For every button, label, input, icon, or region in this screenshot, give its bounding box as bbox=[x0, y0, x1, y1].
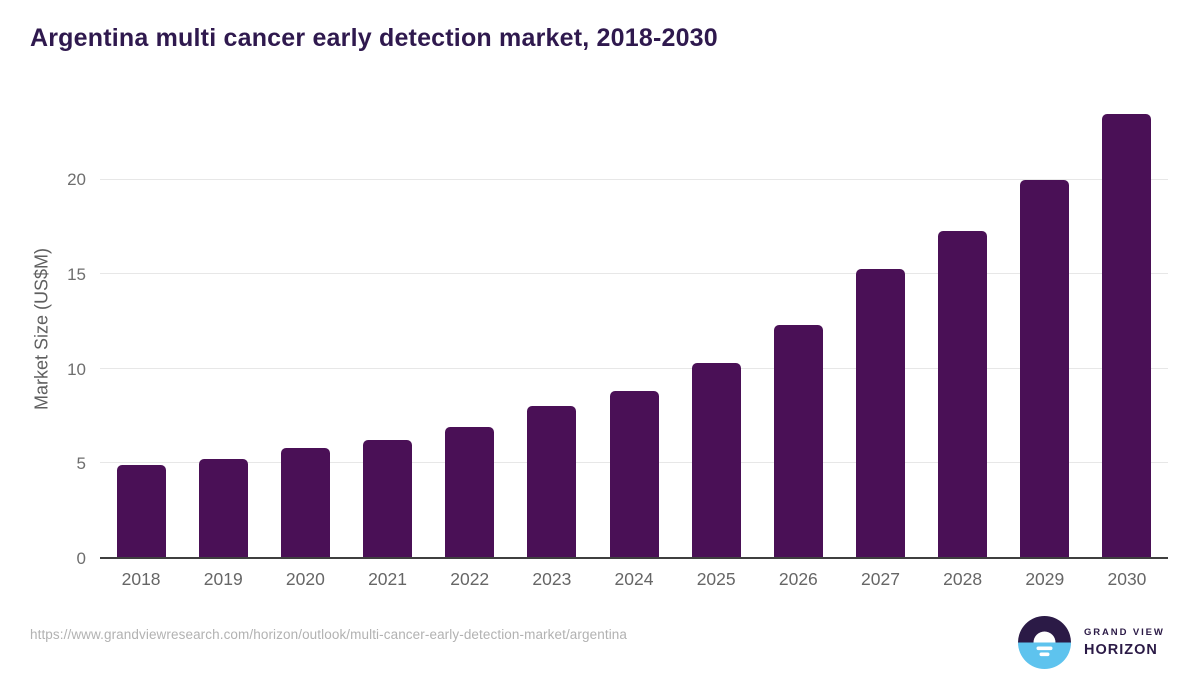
bar-column-2021 bbox=[346, 99, 428, 557]
bar-column-2018 bbox=[100, 99, 182, 557]
x-axis-labels: 2018 2019 2020 2021 2022 2023 2024 2025 2026 2027… bbox=[100, 569, 1168, 590]
bar-column-2028 bbox=[922, 99, 1004, 557]
x-tick-label-2021: 2021 bbox=[368, 569, 408, 589]
bar-2022[interactable] bbox=[445, 426, 495, 557]
y-tick-label-0: 0 bbox=[76, 549, 86, 568]
brand-name-bottom: HORIZON bbox=[1084, 642, 1158, 658]
x-tick-label-2025: 2025 bbox=[696, 569, 736, 589]
brand-text: GRAND VIEW HORIZON bbox=[1084, 627, 1165, 658]
bar-2024[interactable] bbox=[609, 391, 659, 557]
bar-column-2020 bbox=[264, 99, 346, 557]
bar-2027[interactable] bbox=[855, 268, 905, 557]
x-tick-label-2029: 2029 bbox=[1025, 569, 1065, 589]
y-tick-label-20: 20 bbox=[67, 170, 86, 190]
x-tick-label-2020: 2020 bbox=[285, 569, 325, 589]
x-tick-label-2018: 2018 bbox=[121, 569, 161, 589]
bar-2020[interactable] bbox=[280, 447, 330, 557]
x-tick-label-2028: 2028 bbox=[943, 569, 983, 589]
x-tick-label-2019: 2019 bbox=[203, 569, 243, 589]
bar-column-2029 bbox=[1004, 99, 1086, 557]
x-tick-label-2026: 2026 bbox=[778, 569, 818, 589]
bars-row bbox=[100, 99, 1168, 557]
source-url: https://www.grandviewresearch.com/horizo… bbox=[30, 627, 628, 642]
bar-2029[interactable] bbox=[1020, 180, 1070, 557]
grand-view-horizon-logo-icon bbox=[1018, 616, 1071, 669]
bar-column-2025 bbox=[675, 99, 757, 557]
bar-2030[interactable] bbox=[1102, 114, 1152, 557]
brand-lockup: GRAND VIEW HORIZON bbox=[1018, 616, 1165, 669]
bar-2019[interactable] bbox=[198, 459, 248, 557]
bar-column-2030 bbox=[1086, 99, 1168, 557]
bar-2028[interactable] bbox=[938, 230, 988, 557]
bar-2018[interactable] bbox=[116, 464, 166, 557]
bar-column-2026 bbox=[757, 99, 839, 557]
brand-name-top: GRAND VIEW bbox=[1084, 627, 1165, 638]
bar-column-2023 bbox=[511, 99, 593, 557]
bar-2025[interactable] bbox=[691, 362, 741, 557]
y-tick-label-5: 5 bbox=[76, 454, 86, 474]
x-tick-label-2030: 2030 bbox=[1107, 569, 1147, 589]
bar-column-2024 bbox=[593, 99, 675, 557]
bar-column-2019 bbox=[182, 99, 264, 557]
bar-column-2027 bbox=[839, 99, 921, 557]
bar-column-2022 bbox=[429, 99, 511, 557]
x-tick-label-2024: 2024 bbox=[614, 569, 654, 589]
bar-2021[interactable] bbox=[363, 440, 413, 557]
gridline-15 bbox=[100, 273, 1168, 275]
y-axis-ticks: 0 5 10 15 20 bbox=[0, 99, 86, 568]
bar-2023[interactable] bbox=[527, 406, 577, 557]
x-tick-label-2022: 2022 bbox=[450, 569, 490, 589]
x-tick-label-2023: 2023 bbox=[532, 569, 572, 589]
plot-area bbox=[100, 99, 1168, 559]
bar-2026[interactable] bbox=[773, 325, 823, 557]
x-tick-label-2027: 2027 bbox=[861, 569, 900, 589]
y-tick-label-15: 15 bbox=[67, 265, 86, 285]
chart-title: Argentina multi cancer early detection m… bbox=[30, 24, 718, 52]
y-tick-label-10: 10 bbox=[67, 359, 86, 379]
gridline-20 bbox=[100, 179, 1168, 181]
gridline-10 bbox=[100, 367, 1168, 369]
